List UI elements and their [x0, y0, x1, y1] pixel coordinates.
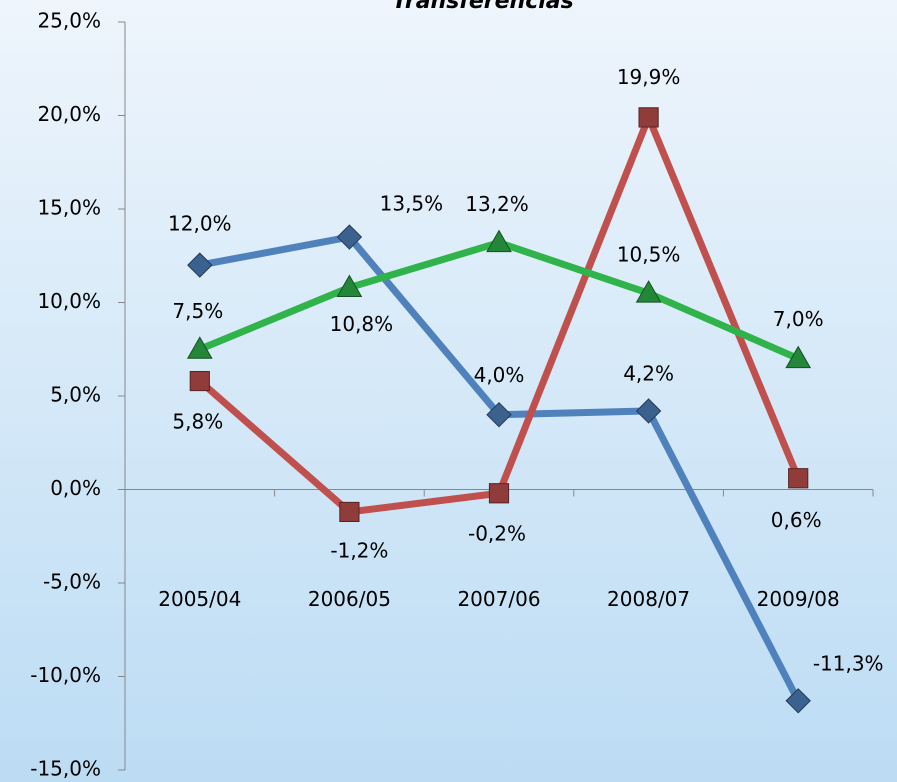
marker — [486, 229, 512, 253]
data-label: -1,2% — [330, 538, 388, 562]
data-label: -0,2% — [468, 522, 526, 546]
marker — [785, 345, 812, 369]
marker — [635, 398, 662, 424]
x-tick-label: 2006/05 — [308, 587, 391, 611]
y-tick-label: 25,0% — [37, 9, 101, 33]
data-label: 19,9% — [617, 65, 681, 89]
data-label: 7,5% — [172, 299, 223, 323]
x-tick-label: 2007/06 — [457, 587, 540, 611]
data-label: 12,0% — [168, 212, 232, 236]
data-label: 10,8% — [330, 312, 394, 336]
y-tick-label: 0,0% — [50, 476, 101, 500]
data-label: 5,8% — [172, 410, 223, 434]
y-tick-label: 15,0% — [37, 196, 101, 220]
data-label: 0,6% — [771, 508, 822, 532]
marker — [638, 107, 659, 128]
marker — [486, 401, 512, 428]
marker — [189, 370, 210, 392]
y-tick-label: -10,0% — [30, 663, 101, 687]
y-tick-label: 20,0% — [37, 102, 101, 126]
x-tick-label: 2008/07 — [607, 587, 690, 611]
marker — [339, 501, 360, 523]
marker — [336, 224, 363, 250]
y-tick-label: -5,0% — [43, 570, 101, 594]
data-label: 13,5% — [380, 192, 444, 216]
x-tick-label: 2009/08 — [757, 587, 840, 611]
data-label: 4,0% — [474, 363, 525, 387]
y-tick-label: -15,0% — [30, 757, 101, 781]
marker — [785, 688, 811, 714]
data-label: 10,5% — [617, 243, 681, 267]
marker — [488, 483, 510, 504]
data-label: 7,0% — [773, 307, 824, 331]
data-label: -11,3% — [813, 651, 884, 675]
data-label: 13,2% — [465, 192, 529, 216]
y-tick-label: 10,0% — [37, 289, 101, 313]
marker — [186, 336, 213, 359]
y-tick-label: 5,0% — [50, 383, 101, 407]
marker — [635, 280, 662, 303]
marker — [187, 252, 213, 278]
x-tick-label: 2005/04 — [158, 587, 241, 611]
marker — [788, 468, 809, 489]
chart-title: Transferencias — [392, 0, 574, 14]
marker — [336, 274, 363, 298]
data-label: 4,2% — [623, 361, 674, 385]
